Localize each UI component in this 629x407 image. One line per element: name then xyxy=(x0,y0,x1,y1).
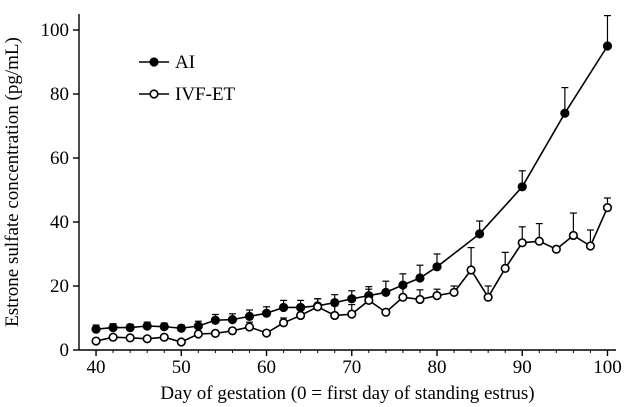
y-tick-label: 80 xyxy=(50,84,69,105)
x-tick-label: 90 xyxy=(513,357,532,378)
y-tick-label: 100 xyxy=(41,20,70,41)
data-point xyxy=(381,307,391,317)
legend-item-ai: AI xyxy=(139,52,195,73)
y-axis-label: Estrone sulfate concentration (pg/mL) xyxy=(2,37,23,327)
data-point xyxy=(560,108,570,118)
data-point xyxy=(261,308,272,318)
y-tick-label: 40 xyxy=(50,212,69,233)
data-point xyxy=(475,229,485,239)
data-point xyxy=(347,309,357,319)
y-tick-label: 20 xyxy=(50,276,69,297)
data-point xyxy=(381,287,391,298)
legend: AI IVF-ET xyxy=(139,52,236,105)
data-point xyxy=(227,315,238,325)
x-tick-label: 40 xyxy=(87,357,106,378)
legend-label: IVF-ET xyxy=(175,84,236,105)
series-line-ai xyxy=(95,45,609,330)
data-point xyxy=(313,302,323,312)
data-point xyxy=(483,292,493,302)
data-point xyxy=(193,329,203,339)
x-tick-label: 60 xyxy=(257,357,276,378)
data-point xyxy=(585,241,596,251)
data-point xyxy=(244,322,255,332)
legend-label: AI xyxy=(175,52,195,73)
x-tick-label: 50 xyxy=(172,357,191,378)
series-ivf-et xyxy=(91,197,613,347)
legend-item-ivf-et: IVF-ET xyxy=(139,84,236,105)
data-point xyxy=(364,295,374,306)
data-point xyxy=(142,321,152,331)
x-tick-label: 70 xyxy=(342,357,361,378)
data-point xyxy=(159,332,169,342)
y-axis-ticks: 0 20 40 60 80 100 xyxy=(41,20,79,361)
data-point xyxy=(125,333,135,343)
series-line-ivf-et xyxy=(95,207,609,343)
data-point xyxy=(517,238,527,248)
data-point xyxy=(244,311,255,322)
data-point xyxy=(466,265,476,275)
data-point xyxy=(176,323,186,333)
data-point xyxy=(432,262,442,272)
data-point xyxy=(278,318,289,328)
data-point xyxy=(568,230,578,241)
legend-marker xyxy=(149,57,159,67)
data-point xyxy=(142,334,152,344)
x-tick-label: 100 xyxy=(593,357,622,378)
data-point xyxy=(449,287,459,298)
data-point xyxy=(296,310,306,321)
data-point xyxy=(125,323,135,333)
data-point xyxy=(91,324,101,334)
data-point xyxy=(176,337,186,347)
data-point xyxy=(91,336,101,346)
axes: 40 50 60 70 80 90 100 0 20 40 60 80 100 xyxy=(41,14,622,378)
x-axis-ticks: 40 50 60 70 80 90 100 xyxy=(87,350,622,378)
data-point xyxy=(534,236,544,246)
data-point xyxy=(602,41,613,51)
data-point xyxy=(193,321,203,331)
data-point xyxy=(602,203,613,213)
data-point xyxy=(330,310,340,321)
error-bar xyxy=(603,15,611,46)
data-point xyxy=(159,322,169,332)
data-point xyxy=(415,294,425,305)
data-point xyxy=(108,332,118,342)
data-point xyxy=(432,291,442,301)
data-point xyxy=(500,263,510,274)
plot-area xyxy=(91,15,613,347)
data-point xyxy=(261,328,272,338)
y-tick-label: 0 xyxy=(60,340,70,361)
legend-marker xyxy=(149,89,159,99)
data-point xyxy=(227,326,238,336)
x-tick-label: 80 xyxy=(428,357,447,378)
data-point xyxy=(415,273,425,283)
data-point xyxy=(108,323,118,333)
x-axis-label: Day of gestation (0 = first day of stand… xyxy=(160,383,534,404)
series-ai xyxy=(91,15,613,334)
data-point xyxy=(278,302,289,313)
data-point xyxy=(347,294,357,304)
y-tick-label: 60 xyxy=(50,148,69,169)
data-point xyxy=(398,292,408,302)
data-point xyxy=(210,315,220,325)
data-point xyxy=(517,182,527,192)
data-point xyxy=(551,244,561,254)
data-point xyxy=(210,328,220,338)
